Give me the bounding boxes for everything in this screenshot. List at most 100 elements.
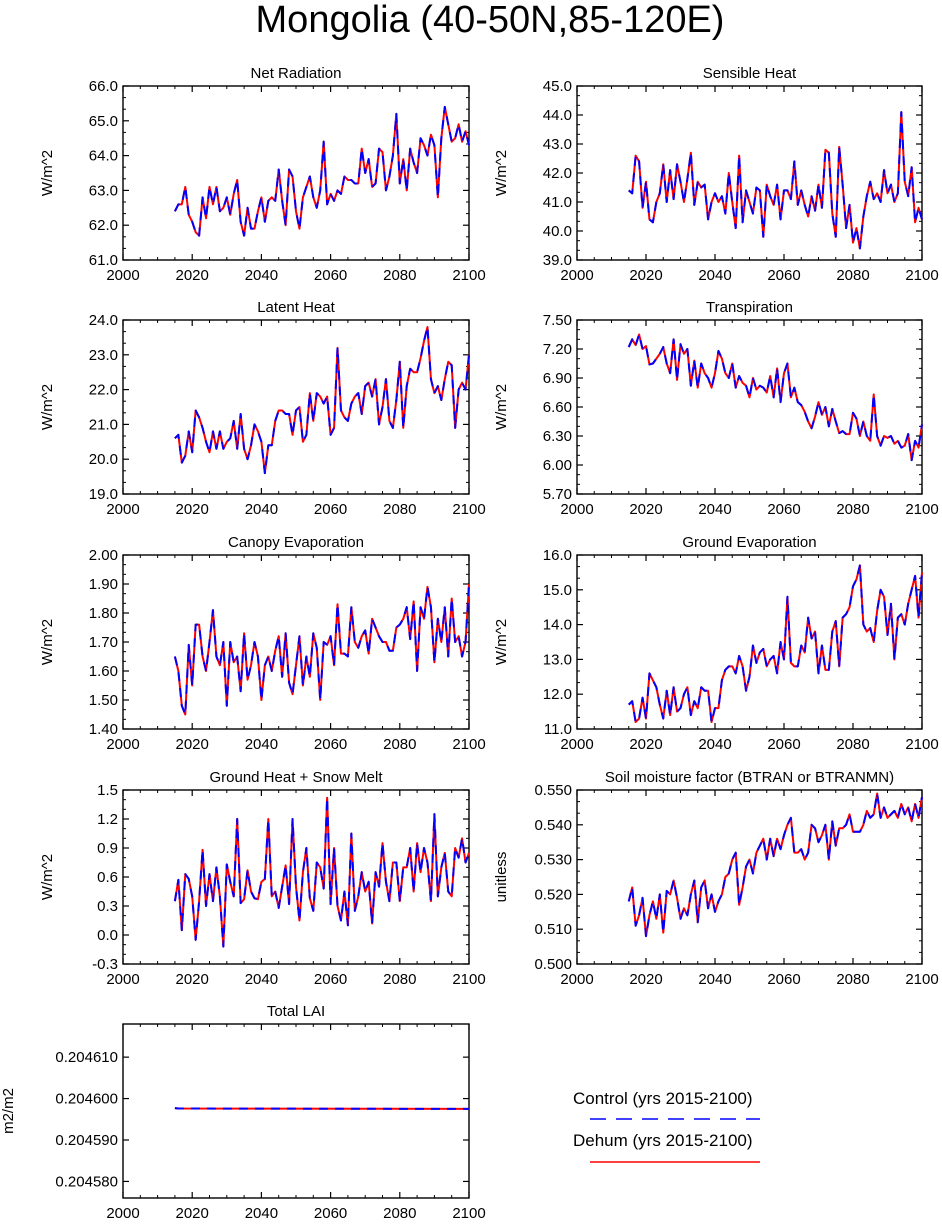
y-tick-label: 1.50	[89, 692, 118, 709]
x-tick-label: 2020	[176, 501, 209, 518]
y-tick-label: 19.0	[89, 486, 118, 503]
x-tick-label: 2060	[314, 971, 347, 988]
y-tick-label: 15.0	[543, 582, 572, 599]
y-tick-label: 6.30	[543, 428, 572, 445]
x-tick-label: 2020	[176, 1205, 209, 1222]
y-tick-label: 20.0	[89, 451, 118, 468]
x-tick-label: 2080	[836, 267, 869, 284]
x-tick-label: 2000	[560, 501, 593, 518]
x-tick-label: 2000	[560, 971, 593, 988]
y-tick-label: 11.0	[544, 721, 572, 738]
plot-frame	[122, 319, 470, 495]
y-tick-label: 24.0	[89, 312, 118, 329]
series-dehum	[628, 111, 923, 250]
x-tick-label: 2080	[383, 1205, 416, 1222]
y-tick-label: 6.60	[543, 399, 572, 416]
x-tick-label: 2040	[245, 736, 278, 753]
x-tick-label: 2080	[383, 971, 416, 988]
x-tick-label: 2040	[245, 971, 278, 988]
y-axis-label: W/m^2	[39, 619, 56, 665]
y-tick-label: 1.2	[97, 811, 118, 828]
panel-total-lai: Total LAI m2/m2 2000 2020 2040 2060 2080 2100 0.…	[0, 1003, 486, 1222]
y-tick-label: 5.70	[543, 486, 572, 503]
series-control	[173, 583, 470, 716]
y-tick-label: 1.5	[97, 782, 118, 799]
series-dehum	[628, 564, 923, 724]
panel-transpiration: Transpiration W/m^2 2000 2020 2040 2060 2080 21…	[493, 299, 939, 518]
y-axis-label: W/m^2	[39, 384, 56, 430]
panel-title: Canopy Evaporation	[228, 534, 364, 551]
x-tick-label: 2100	[905, 971, 938, 988]
x-tick-label: 2060	[314, 1205, 347, 1222]
y-tick-label: 1.90	[89, 576, 118, 593]
y-tick-label: 64.0	[89, 148, 118, 165]
y-tick-label: 66.0	[89, 78, 118, 95]
panel-title: Latent Heat	[257, 299, 335, 316]
x-tick-label: 2000	[560, 736, 593, 753]
y-tick-label: 23.0	[89, 347, 118, 364]
y-tick-label: 62.0	[89, 217, 118, 234]
x-tick-label: 2020	[629, 971, 662, 988]
y-tick-label: 0.500	[534, 956, 572, 973]
y-tick-label: 6.00	[543, 457, 572, 474]
series-control	[628, 564, 923, 724]
series-control	[628, 111, 923, 250]
x-tick-label: 2040	[698, 267, 731, 284]
panel-net-radiation: Net Radiation W/m^2 2000 2020 2040 2060 2080 21…	[39, 65, 486, 284]
x-tick-label: 2100	[905, 501, 938, 518]
y-tick-label: 0.3	[97, 898, 118, 915]
x-tick-label: 2060	[314, 736, 347, 753]
panel-title: Sensible Heat	[703, 65, 797, 82]
y-axis-label: unitless	[493, 852, 510, 903]
y-tick-label: 21.0	[89, 416, 118, 433]
y-tick-label: 1.40	[89, 721, 118, 738]
x-tick-label: 2000	[106, 501, 139, 518]
x-tick-label: 2040	[698, 501, 731, 518]
x-tick-label: 2060	[767, 501, 800, 518]
x-tick-label: 2060	[314, 267, 347, 284]
x-tick-label: 2100	[452, 1205, 485, 1222]
y-tick-label: 61.0	[89, 252, 118, 269]
x-tick-label: 2020	[629, 267, 662, 284]
x-tick-label: 2100	[452, 267, 485, 284]
x-tick-label: 2000	[106, 971, 139, 988]
x-tick-label: 2080	[836, 971, 869, 988]
y-tick-label: 0.520	[534, 886, 572, 903]
y-tick-label: 0.9	[97, 840, 118, 857]
plot-frame	[576, 85, 923, 261]
panel-title: Transpiration	[706, 299, 793, 316]
x-tick-label: 2060	[767, 736, 800, 753]
y-tick-label: 0.204610	[55, 1049, 118, 1066]
y-tick-label: 7.50	[543, 312, 572, 329]
y-tick-label: 7.20	[543, 341, 572, 358]
legend-label-dehum: Dehum (yrs 2015-2100)	[573, 1131, 753, 1150]
panel-title: Soil moisture factor (BTRAN or BTRANMN)	[605, 769, 894, 786]
panel-title: Ground Evaporation	[682, 534, 816, 551]
y-tick-label: 65.0	[89, 113, 118, 130]
legend-label-control: Control (yrs 2015-2100)	[573, 1089, 753, 1108]
x-tick-label: 2080	[383, 267, 416, 284]
panel-soil-moisture-factor-btran-or-btranmn: Soil moisture factor (BTRAN or BTRANMN) u…	[493, 769, 939, 988]
series-control	[174, 105, 470, 237]
series-control	[627, 333, 923, 462]
y-tick-label: 22.0	[89, 382, 118, 399]
y-tick-label: 0.204590	[55, 1132, 118, 1149]
y-axis-label: W/m^2	[39, 854, 56, 900]
panel-sensible-heat: Sensible Heat W/m^2 2000 2020 2040 2060 2080 21…	[493, 65, 939, 284]
panel-title: Ground Heat + Snow Melt	[209, 769, 383, 786]
x-tick-label: 2040	[698, 736, 731, 753]
series-dehum	[174, 325, 470, 475]
x-tick-label: 2100	[905, 267, 938, 284]
panel-ground-heat-snow-melt: Ground Heat + Snow Melt W/m^2 2000 2020 2040…	[39, 769, 486, 988]
y-tick-label: 2.00	[89, 547, 118, 564]
x-tick-label: 2020	[176, 267, 209, 284]
x-tick-label: 2020	[176, 971, 209, 988]
y-axis-label: W/m^2	[493, 384, 510, 430]
plot-frame	[122, 554, 470, 730]
y-tick-label: 12.0	[543, 686, 572, 703]
y-tick-label: 0.550	[534, 782, 572, 799]
x-tick-label: 2080	[383, 736, 416, 753]
x-tick-label: 2060	[767, 267, 800, 284]
x-tick-label: 2060	[314, 501, 347, 518]
